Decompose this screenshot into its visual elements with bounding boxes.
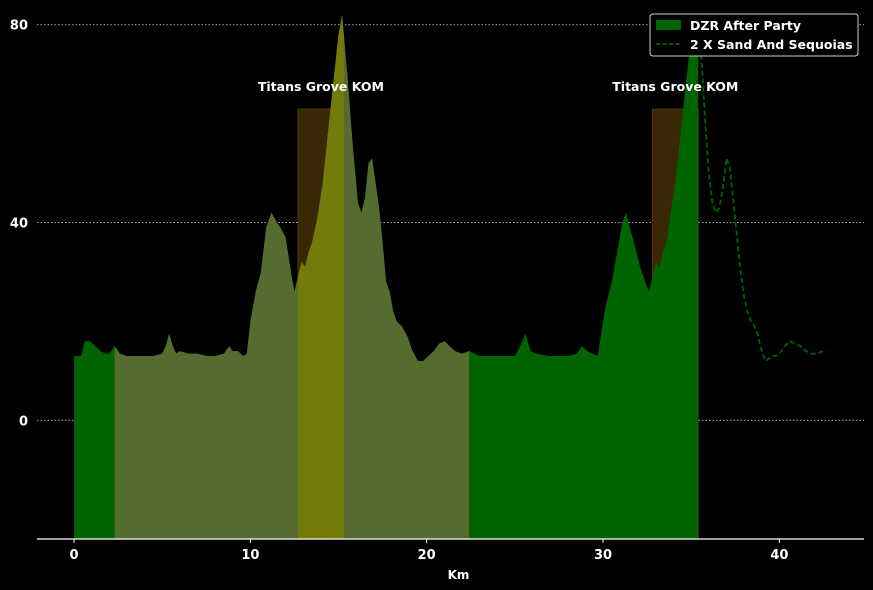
segment-labels: Titans Grove KOM Titans Grove KOM — [258, 79, 739, 94]
series-line — [697, 14, 824, 363]
legend-swatch-area — [656, 20, 681, 30]
x-tick-label: 0 — [70, 548, 79, 563]
x-tick-label: 20 — [418, 548, 436, 563]
y-tick-label: 80 — [10, 19, 28, 34]
x-tick-label: 10 — [241, 548, 259, 563]
x-tick-label: 30 — [594, 548, 612, 563]
legend: DZR After Party 2 X Sand And Sequoias — [649, 13, 859, 57]
y-tick-label: 40 — [10, 217, 28, 232]
x-axis-label: Km — [448, 568, 470, 582]
series-areas — [74, 14, 699, 540]
series-lines — [697, 14, 824, 363]
legend-label: DZR After Party — [690, 18, 801, 33]
segment-label: Titans Grove KOM — [258, 79, 384, 94]
x-tick-label: 40 — [770, 548, 788, 563]
axes: 0 10 20 30 40 0 40 80 Km — [10, 19, 864, 582]
area-highlight — [114, 14, 469, 540]
legend-label: 2 X Sand And Sequoias — [690, 37, 853, 52]
legend-box — [649, 13, 859, 57]
area-segment-overlay — [298, 14, 344, 540]
y-tick-label: 0 — [19, 414, 28, 429]
segment-label: Titans Grove KOM — [612, 79, 738, 94]
